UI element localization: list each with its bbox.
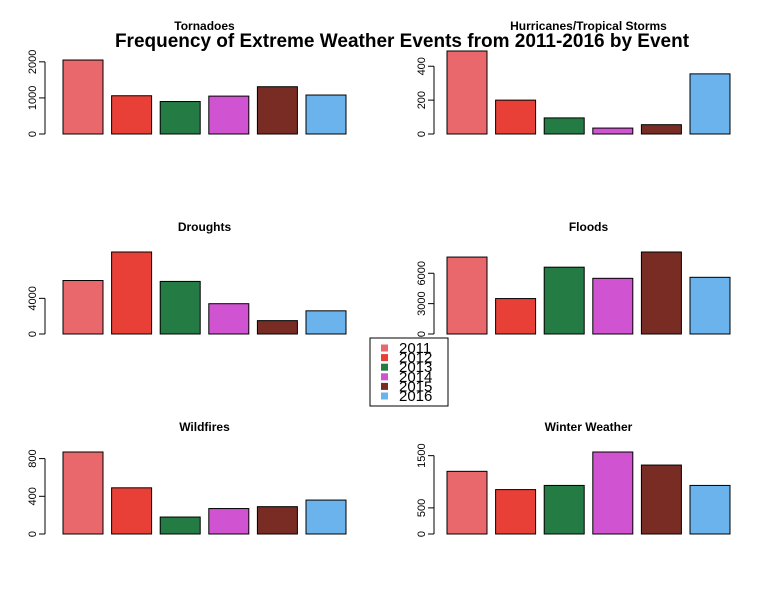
legend-label-2016: 2016 [399,388,432,405]
bar-2016 [689,276,731,335]
bar-2015 [640,124,682,135]
bar-2012 [111,95,153,135]
bar-2013 [159,101,201,135]
bar-2014 [592,451,634,535]
panel-title: Droughts [178,220,232,234]
bar-2013 [159,280,201,335]
bar-2011 [62,59,104,135]
panel-title: Floods [569,220,609,234]
bar-2012 [495,99,537,135]
y-tick-label: 0 [27,531,39,537]
y-tick-label: 1000 [27,86,39,110]
bar-2013 [543,117,585,135]
chart-panel-1: Tornadoes 0 1000 2000 [27,19,347,137]
y-tick-label: 0 [27,331,39,337]
legend-label-2011: 2011 [399,340,431,357]
bar-2015 [640,464,682,535]
bar-2011 [62,451,104,535]
legend-label-2012: 2012 [399,350,432,367]
y-tick-label: 800 [27,449,39,467]
chart-panel-5: Wildfires 0 400 800 [27,420,347,537]
bar-2014 [592,277,634,335]
y-tick-label: 500 [416,499,428,517]
bar-2011 [446,470,488,535]
bar-2015 [640,251,682,335]
bar-2016 [305,499,347,535]
panel-title: Tornadoes [174,19,235,33]
legend-swatch-2012 [381,354,388,362]
panel-title: Hurricanes/Tropical Storms [510,19,667,33]
legend-swatch-2013 [381,363,388,371]
y-tick-label: 0 [416,331,428,337]
bar-2011 [446,50,488,135]
bar-2012 [111,251,153,335]
bar-2014 [592,127,634,135]
bar-2012 [111,487,153,535]
y-tick-label: 400 [27,487,39,505]
y-tick-label: 4000 [27,286,39,310]
bar-2016 [689,484,731,535]
bar-2012 [495,489,537,535]
y-tick-label: 2000 [27,50,39,74]
y-tick-label: 1500 [416,443,428,467]
chart-panel-4: Floods 0 3000 6000 [416,220,731,337]
legend-swatch-2011 [381,344,388,352]
chart-panel-3: Droughts 0 4000 [27,220,347,337]
bar-2012 [495,298,537,335]
y-tick-label: 0 [27,131,39,137]
bar-2013 [543,266,585,335]
legend-label-2015: 2015 [399,378,432,395]
y-tick-label: 0 [416,131,428,137]
bar-2013 [543,484,585,535]
bar-2015 [256,86,298,135]
legend-swatch-2014 [381,373,388,381]
bar-2014 [208,95,250,135]
legend-label-2014: 2014 [399,369,432,386]
y-tick-label: 3000 [416,291,428,315]
panel-title: Wildfires [179,420,230,434]
chart-panel-2: Hurricanes/Tropical Storms 0 200 400 [416,19,731,137]
bar-2016 [305,310,347,335]
figure-title: Frequency of Extreme Weather Events from… [115,31,690,52]
panel-title: Winter Weather [545,420,633,434]
bar-2014 [208,303,250,335]
y-tick-label: 6000 [416,261,428,285]
y-tick-label: 400 [416,57,428,75]
chart-panel-6: Winter Weather 0 500 1500 [416,420,731,537]
y-tick-label: 200 [416,91,428,109]
y-tick-label: 0 [416,531,428,537]
bar-2011 [62,280,104,335]
bar-2015 [256,320,298,335]
legend-swatch-2016 [381,392,388,400]
legend-label-2013: 2013 [399,359,432,376]
legend-swatch-2015 [381,382,388,390]
bar-2016 [305,94,347,135]
bar-2014 [208,508,250,535]
bar-2016 [689,73,731,135]
bar-2011 [446,256,488,335]
bar-2015 [256,506,298,535]
bar-2013 [159,516,201,535]
